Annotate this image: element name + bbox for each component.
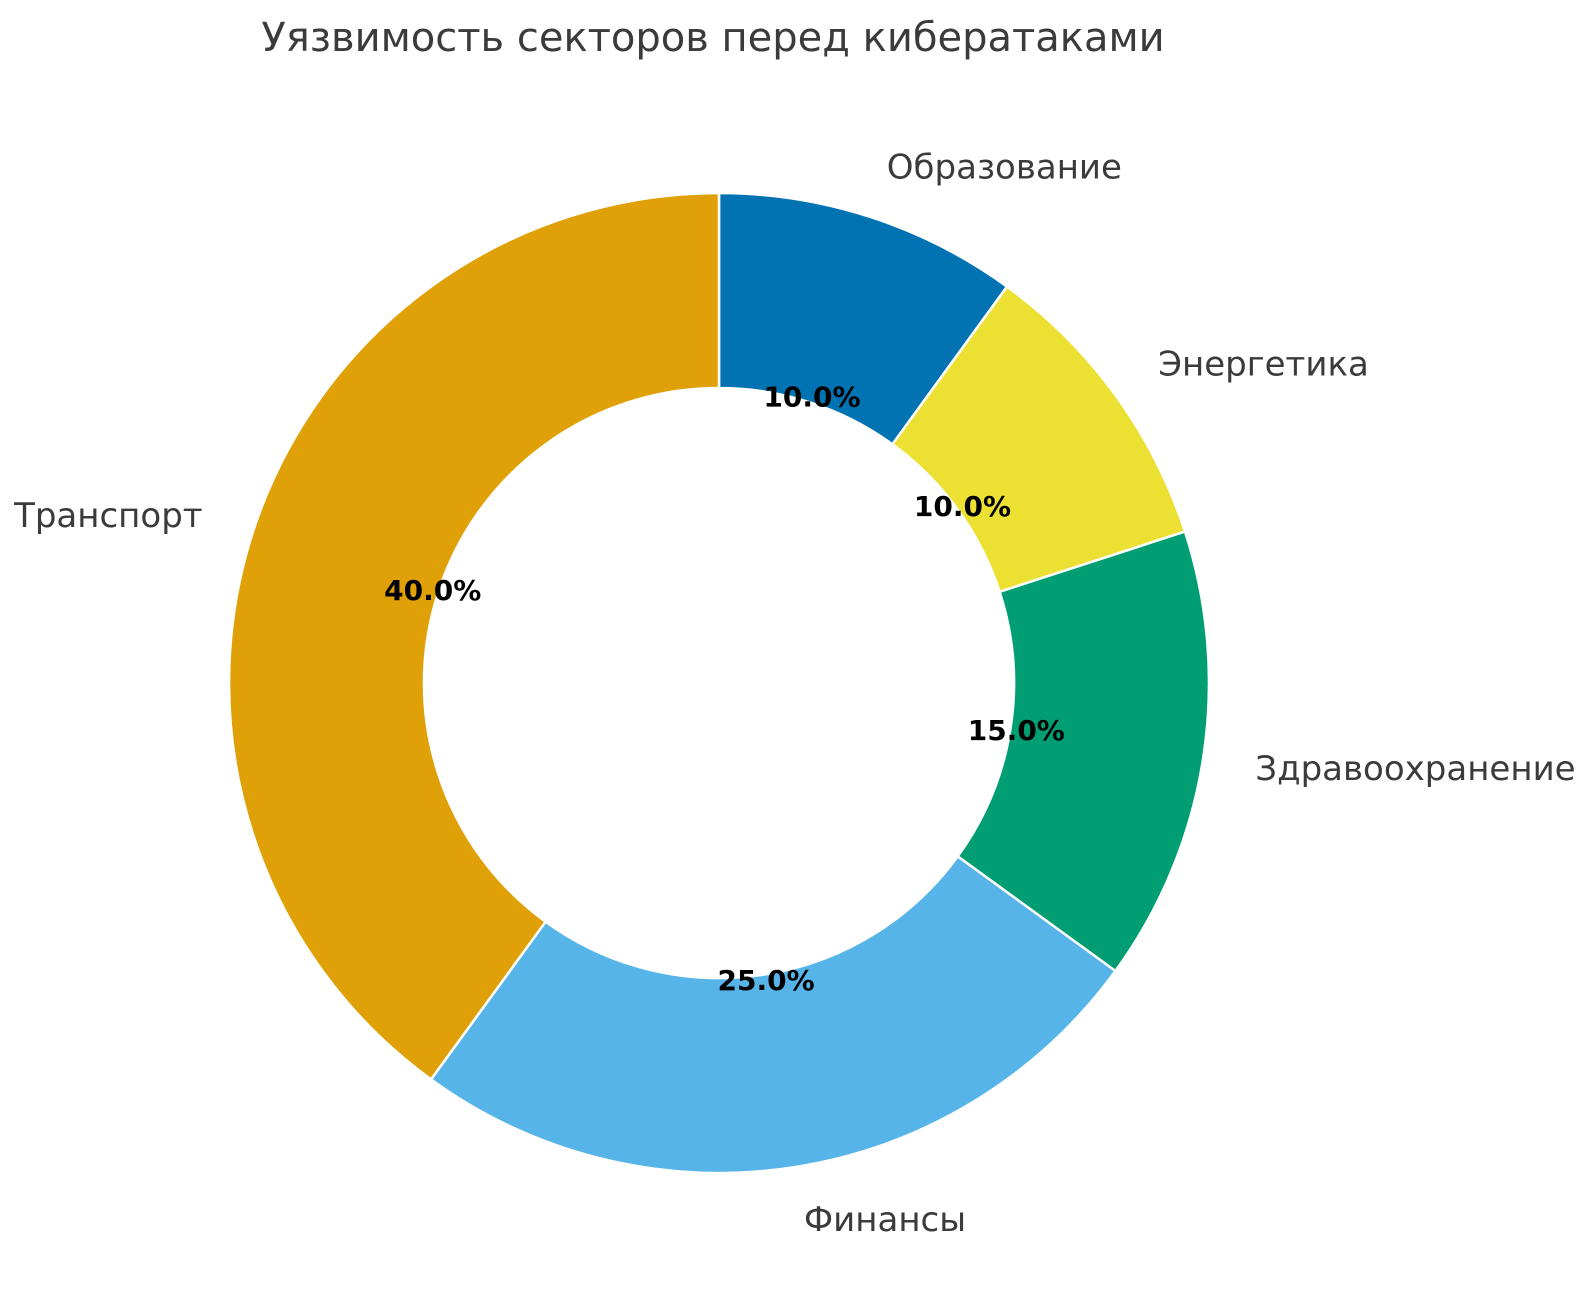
- slice-label-3: Финансы: [804, 1200, 966, 1240]
- chart-title: Уязвимость секторов перед кибератаками: [261, 15, 1164, 61]
- pie-slice-4: [227, 191, 721, 1081]
- pie-slice-2: [956, 530, 1211, 973]
- slice-label-4: Транспорт: [13, 496, 203, 536]
- slice-pct-0: 10.0%: [763, 381, 860, 414]
- slice-pct-3: 25.0%: [718, 964, 815, 997]
- slices-group: [227, 191, 1211, 1175]
- slice-pct-4: 40.0%: [384, 574, 481, 607]
- slice-pct-2: 15.0%: [968, 714, 1065, 747]
- slice-label-1: Энергетика: [1158, 345, 1369, 385]
- slice-label-2: Здравоохранение: [1255, 749, 1575, 789]
- labels-group: 10.0% Образование 10.0% Энергетика 15.0% Здра…: [13, 148, 1576, 1241]
- pie-slice-3: [429, 855, 1117, 1175]
- slice-label-0: Образование: [887, 148, 1122, 188]
- slice-pct-1: 10.0%: [914, 490, 1011, 523]
